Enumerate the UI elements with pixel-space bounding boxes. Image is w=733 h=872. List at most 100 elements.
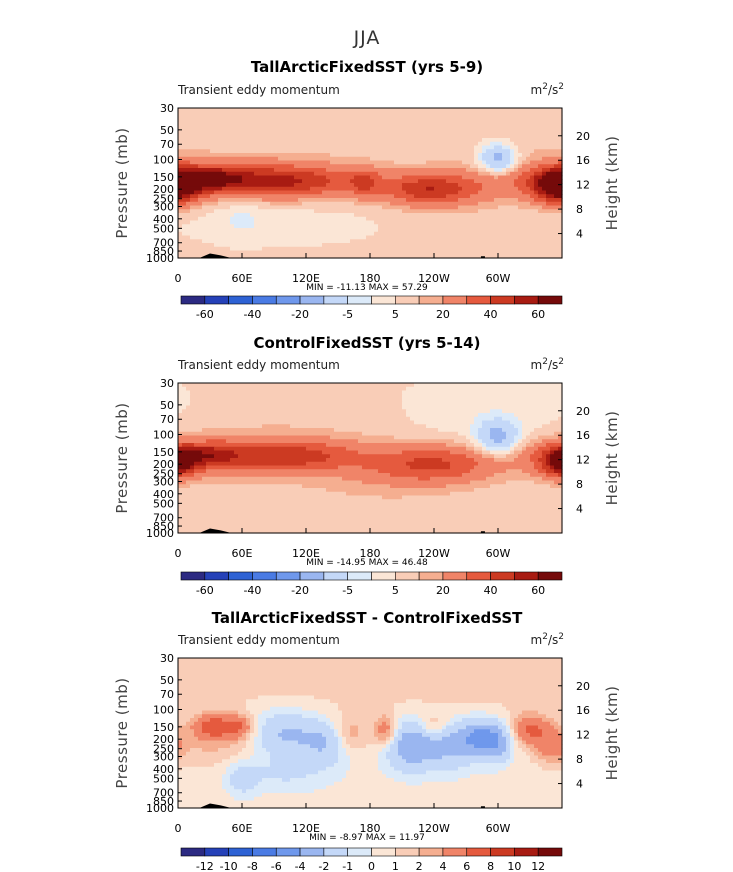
contour-cell	[178, 401, 191, 407]
contour-cell	[514, 458, 531, 463]
contour-cell	[238, 736, 247, 742]
contour-cell	[414, 383, 563, 388]
contour-cell	[182, 473, 195, 478]
contour-cell	[514, 755, 531, 760]
contour-cell	[474, 160, 483, 165]
contour-cell	[522, 469, 539, 474]
contour-cell	[386, 729, 391, 734]
contour-cell	[234, 450, 323, 455]
contour-cell	[538, 179, 563, 184]
contour-cell	[342, 733, 351, 738]
contour-cell	[362, 431, 459, 437]
height-tick-label: 8	[576, 478, 583, 491]
contour-cell	[374, 721, 383, 727]
contour-cell	[438, 428, 471, 433]
lon-tick-label: 0	[175, 822, 182, 835]
contour-cell	[338, 736, 343, 742]
contour-cell	[386, 721, 391, 727]
contour-cell	[382, 714, 387, 719]
contour-cell	[202, 729, 239, 734]
contour-cell	[506, 725, 511, 730]
contour-cell	[378, 718, 391, 723]
contour-cell	[514, 751, 527, 757]
contour-cell	[474, 416, 495, 422]
contour-cell	[342, 714, 383, 719]
contour-cell	[430, 736, 443, 742]
contour-cell	[178, 484, 191, 489]
contour-cell	[482, 145, 495, 150]
colorbar-swatch	[323, 847, 348, 857]
contour-cell	[182, 383, 415, 388]
contour-cell	[502, 729, 507, 734]
contour-cell	[482, 153, 495, 158]
contour-cell	[222, 785, 235, 790]
colorbar: -60 -40 -20 -5 5 20 40 60	[180, 295, 563, 321]
contour-cell	[514, 748, 523, 753]
contour-cell	[354, 183, 375, 188]
contour-cell	[190, 394, 403, 399]
contour-cell	[542, 461, 547, 467]
contour-cell	[390, 721, 395, 727]
contour-cell	[350, 759, 379, 764]
contour-cell	[314, 695, 563, 700]
contour-cell	[478, 428, 491, 433]
contour-cell	[202, 458, 231, 463]
contour-cell	[502, 751, 511, 757]
contour-cell	[226, 183, 295, 188]
contour-cell	[558, 721, 563, 727]
contour-cell	[350, 763, 379, 768]
contour-cell	[190, 205, 203, 210]
contour-cell	[474, 729, 491, 734]
lon-tick-label: 0	[175, 272, 182, 285]
height-tick-label: 20	[576, 405, 590, 418]
contour-cell	[386, 755, 403, 760]
contour-cell	[178, 239, 203, 244]
contour-cell	[502, 153, 511, 158]
contour-cell	[530, 473, 547, 478]
contour-cell	[402, 183, 459, 188]
pressure-tick-label: 700	[153, 787, 174, 800]
contour-cell	[250, 721, 255, 727]
contour-cell	[534, 183, 539, 188]
contour-cell	[478, 201, 531, 207]
contour-cell	[538, 194, 547, 199]
contour-cell	[394, 718, 399, 723]
contour-cell	[194, 469, 207, 474]
contour-cell	[534, 171, 543, 177]
contour-cell	[226, 171, 255, 177]
contour-cell	[378, 736, 387, 742]
contour-cell	[442, 725, 447, 730]
colorbar-label: -2	[318, 860, 329, 872]
colorbar-swatch	[395, 847, 420, 857]
contour-cell	[178, 171, 227, 177]
contour-cell	[494, 156, 503, 162]
colorbar-label: -20	[291, 308, 309, 321]
contour-cell	[262, 725, 331, 730]
contour-cell	[426, 770, 499, 775]
lon-tick-label: 120E	[292, 822, 320, 835]
contour-cell	[494, 416, 503, 422]
contour-cell	[398, 725, 403, 730]
contour-cell	[262, 736, 283, 742]
contour-cell	[414, 458, 443, 463]
contour-cell	[374, 164, 471, 169]
contour-cell	[326, 443, 447, 448]
contour-cell	[490, 431, 507, 437]
contour-cell	[474, 744, 499, 749]
colorbar-swatch	[371, 571, 396, 581]
contour-cell	[242, 733, 247, 738]
contour-cell	[538, 710, 563, 715]
contour-cell	[202, 748, 219, 753]
contour-cell	[178, 134, 563, 139]
contour-cell	[342, 476, 419, 482]
height-tick-label: 8	[576, 203, 583, 216]
contour-cell	[514, 156, 519, 162]
contour-cell	[534, 428, 563, 433]
contour-cell	[178, 141, 479, 147]
contour-cell	[490, 141, 503, 147]
contour-cell	[326, 740, 339, 745]
contour-cell	[250, 725, 255, 730]
contour-cell	[530, 175, 535, 180]
contour-cell	[546, 473, 559, 478]
contour-cell	[194, 473, 391, 478]
